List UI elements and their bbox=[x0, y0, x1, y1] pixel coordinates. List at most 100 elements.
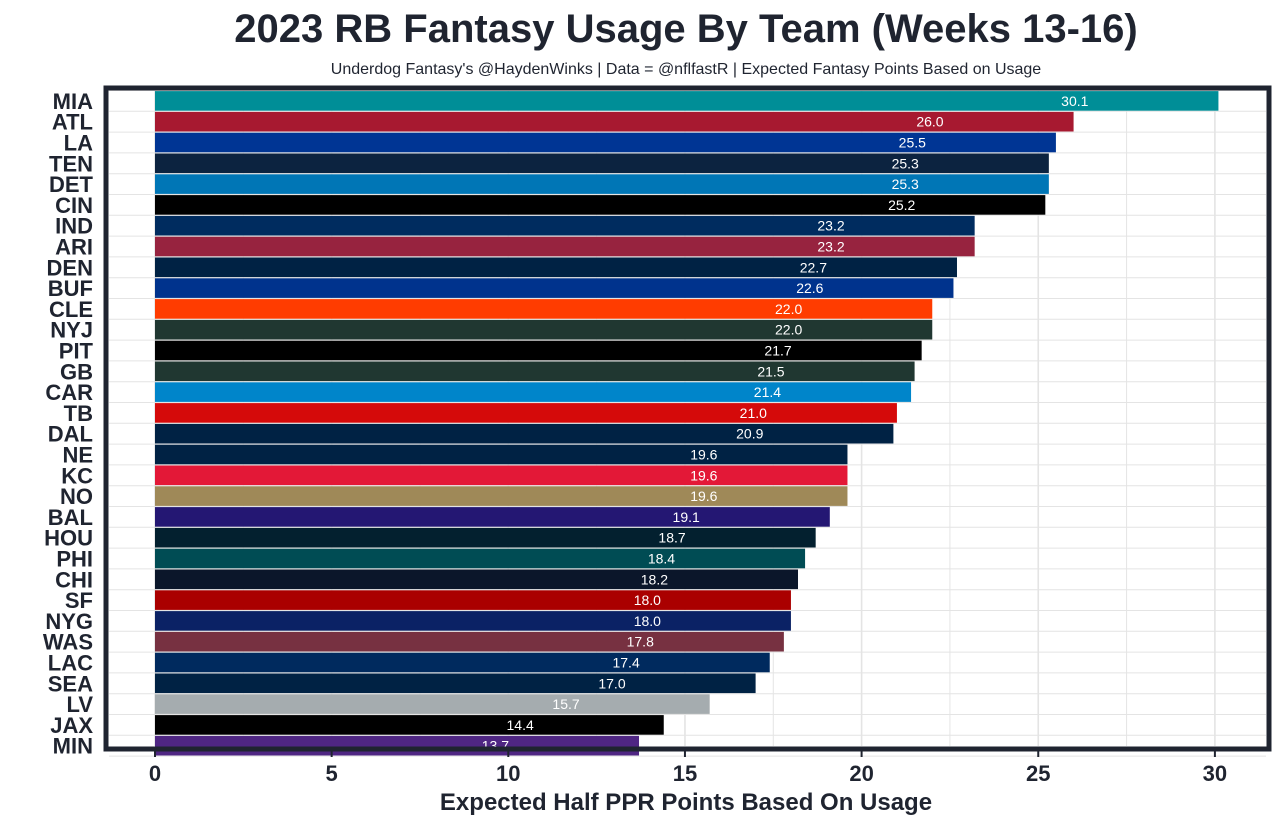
value-label-buf: 22.6 bbox=[796, 280, 823, 296]
value-label-lv: 15.7 bbox=[552, 696, 579, 712]
bar-car bbox=[155, 382, 912, 402]
bar-lv bbox=[155, 694, 710, 714]
value-label-chi: 18.2 bbox=[641, 571, 668, 587]
bar-lac bbox=[155, 652, 770, 673]
bar-mia bbox=[155, 91, 1219, 111]
bar-cle bbox=[155, 299, 933, 319]
team-label-phi: PHI bbox=[56, 547, 93, 572]
value-label-sf: 18.0 bbox=[634, 592, 661, 608]
team-label-det: DET bbox=[49, 172, 94, 197]
bar-chi bbox=[155, 569, 799, 590]
value-label-pit: 21.7 bbox=[764, 343, 791, 359]
value-label-lac: 17.4 bbox=[612, 655, 639, 671]
team-label-chi: CHI bbox=[55, 567, 93, 592]
bar-jax bbox=[155, 715, 664, 735]
value-label-ten: 25.3 bbox=[892, 155, 919, 171]
value-label-den: 22.7 bbox=[800, 259, 827, 275]
bar-ne bbox=[155, 444, 848, 465]
team-label-hou: HOU bbox=[44, 526, 93, 551]
team-label-atl: ATL bbox=[52, 110, 93, 135]
x-tick-label: 30 bbox=[1203, 761, 1227, 786]
team-label-ari: ARI bbox=[55, 235, 93, 260]
team-label-sf: SF bbox=[65, 588, 93, 613]
team-label-dal: DAL bbox=[48, 422, 93, 447]
plot-frame bbox=[103, 85, 1272, 752]
x-tick-label: 10 bbox=[496, 761, 520, 786]
bar-nyj bbox=[155, 319, 933, 340]
team-label-was: WAS bbox=[43, 630, 93, 655]
team-label-buf: BUF bbox=[48, 276, 93, 301]
team-label-gb: GB bbox=[60, 359, 93, 384]
value-labels: 30.1 26.0 25.5 25.3 25.3 25.2 23.2 23.2 22.7 22.6… bbox=[482, 93, 1089, 754]
value-label-phi: 18.4 bbox=[648, 551, 675, 567]
value-label-nyj: 22.0 bbox=[775, 322, 802, 338]
bar-sf bbox=[155, 590, 791, 610]
bar-nyg bbox=[155, 611, 791, 631]
bar-tb bbox=[155, 403, 897, 423]
team-label-la: LA bbox=[64, 131, 93, 156]
value-label-bal: 19.1 bbox=[673, 509, 700, 525]
bar-ari bbox=[155, 236, 975, 257]
x-tick-label: 25 bbox=[1026, 761, 1050, 786]
bar-pit bbox=[155, 340, 922, 361]
team-label-kc: KC bbox=[61, 463, 93, 488]
value-label-no: 19.6 bbox=[690, 488, 717, 504]
value-label-was: 17.8 bbox=[627, 634, 654, 650]
chart-subtitle: Underdog Fantasy's @HaydenWinks | Data =… bbox=[331, 61, 1042, 78]
team-label-nyj: NYJ bbox=[50, 318, 93, 343]
team-label-pit: PIT bbox=[59, 339, 94, 364]
value-label-cle: 22.0 bbox=[775, 301, 802, 317]
team-label-nyg: NYG bbox=[45, 609, 93, 634]
value-label-nyg: 18.0 bbox=[634, 613, 661, 629]
team-label-den: DEN bbox=[47, 255, 93, 280]
bar-la bbox=[155, 132, 1056, 153]
bar-det bbox=[155, 174, 1049, 194]
bar-dal bbox=[155, 423, 894, 444]
bar-no bbox=[155, 486, 848, 506]
team-label-mia: MIA bbox=[53, 89, 93, 114]
team-label-jax: JAX bbox=[50, 713, 93, 738]
bar-buf bbox=[155, 278, 954, 298]
x-tick-label: 15 bbox=[673, 761, 697, 786]
value-label-jax: 14.4 bbox=[507, 717, 534, 733]
bar-min bbox=[155, 735, 640, 756]
bar-hou bbox=[155, 527, 816, 548]
bar-sea bbox=[155, 673, 756, 694]
team-label-cin: CIN bbox=[55, 193, 93, 218]
value-label-la: 25.5 bbox=[899, 135, 926, 151]
bar-den bbox=[155, 257, 957, 278]
value-label-ind: 23.2 bbox=[817, 218, 844, 234]
bar-phi bbox=[155, 548, 806, 569]
x-tick-label: 20 bbox=[849, 761, 873, 786]
team-label-bal: BAL bbox=[48, 505, 93, 530]
value-label-kc: 19.6 bbox=[690, 467, 717, 483]
bar-bal bbox=[155, 507, 830, 527]
value-label-dal: 20.9 bbox=[736, 426, 763, 442]
team-label-lv: LV bbox=[67, 692, 94, 717]
team-label-cle: CLE bbox=[49, 297, 93, 322]
bar-kc bbox=[155, 465, 848, 486]
bar-atl bbox=[155, 111, 1074, 132]
team-labels: MIAATLLATENDETCININDARIDENBUFCLENYJPITGB… bbox=[43, 89, 94, 759]
team-label-tb: TB bbox=[64, 401, 93, 426]
team-label-lac: LAC bbox=[48, 651, 93, 676]
x-axis-label: Expected Half PPR Points Based On Usage bbox=[440, 789, 932, 816]
value-label-atl: 26.0 bbox=[916, 114, 943, 130]
team-label-ne: NE bbox=[62, 443, 93, 468]
value-label-cin: 25.2 bbox=[888, 197, 915, 213]
team-label-ten: TEN bbox=[49, 151, 93, 176]
team-label-min: MIN bbox=[53, 734, 93, 759]
value-label-det: 25.3 bbox=[892, 176, 919, 192]
team-label-sea: SEA bbox=[48, 671, 93, 696]
value-label-tb: 21.0 bbox=[740, 405, 767, 421]
x-tick-label: 0 bbox=[149, 761, 161, 786]
x-tick-label: 5 bbox=[326, 761, 338, 786]
value-label-sea: 17.0 bbox=[598, 675, 625, 691]
chart-title: 2023 RB Fantasy Usage By Team (Weeks 13-… bbox=[234, 7, 1137, 51]
team-label-car: CAR bbox=[45, 380, 93, 405]
value-label-hou: 18.7 bbox=[658, 530, 685, 546]
team-label-ind: IND bbox=[55, 214, 93, 239]
value-label-mia: 30.1 bbox=[1061, 93, 1088, 109]
